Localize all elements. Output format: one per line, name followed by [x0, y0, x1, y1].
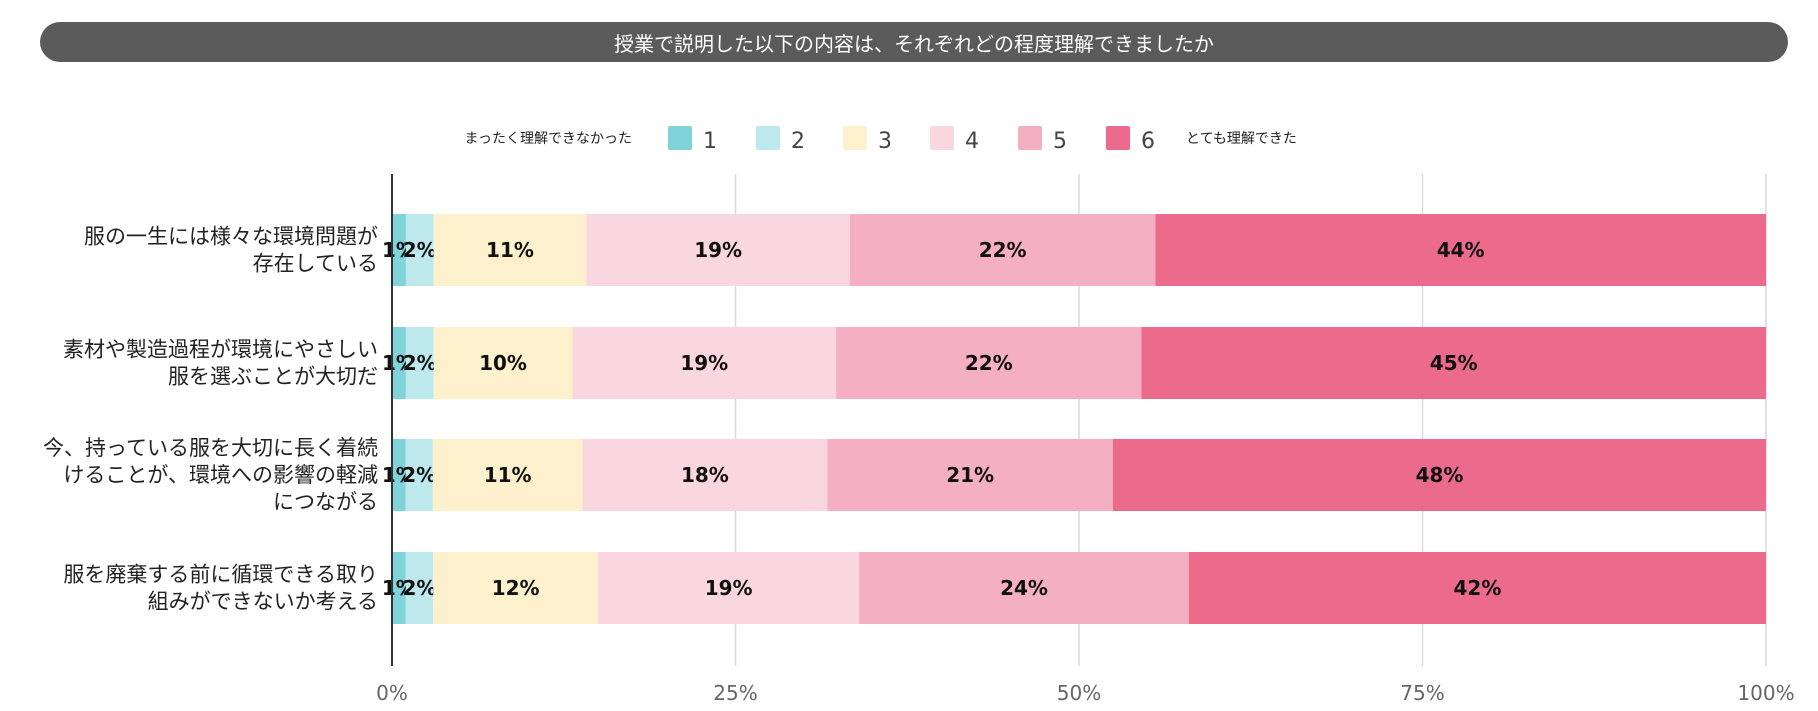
- category-label: 存在している: [253, 252, 378, 276]
- data-label: 22%: [979, 238, 1027, 262]
- data-label: 42%: [1454, 576, 1502, 600]
- data-label: 18%: [681, 463, 729, 487]
- category-label: 服を選ぶことが大切だ: [168, 365, 378, 389]
- bar-segment: [433, 214, 587, 286]
- category-label: 今、持っている服を大切に長く着続: [43, 436, 378, 460]
- bar-segment: [433, 552, 599, 624]
- legend-swatch: [843, 126, 867, 150]
- bar-segment: [850, 214, 1156, 286]
- category-label: 服の一生には様々な環境問題が: [84, 225, 378, 249]
- legend-swatch: [930, 126, 954, 150]
- x-tick-label: 100%: [1737, 681, 1794, 705]
- bar-segment: [432, 439, 583, 511]
- x-tick-label: 0%: [376, 681, 408, 705]
- bar-segment: [836, 327, 1142, 399]
- legend-left-text: まったく理解できなかった: [465, 131, 632, 147]
- category-label: けることが、環境への影響の軽減: [63, 463, 378, 487]
- bar-segment: [405, 327, 434, 399]
- legend-right-text: とても理解できた: [1186, 131, 1297, 147]
- bar-segment: [598, 552, 860, 624]
- bar-segment: [572, 327, 837, 399]
- bar-segment: [1141, 327, 1766, 399]
- data-label: 10%: [479, 351, 527, 375]
- data-label: 2%: [402, 576, 436, 600]
- data-label: 2%: [403, 351, 437, 375]
- legend-label: 1: [703, 129, 717, 154]
- bar-segment: [392, 214, 406, 286]
- data-label: 24%: [1000, 576, 1048, 600]
- legend-swatch: [668, 126, 692, 150]
- bar-segment: [1113, 439, 1766, 511]
- legend-label: 5: [1053, 129, 1067, 154]
- bar-segment: [392, 327, 406, 399]
- data-label: 22%: [965, 351, 1013, 375]
- data-label: 11%: [484, 463, 532, 487]
- data-label: 19%: [680, 351, 728, 375]
- legend-swatch: [756, 126, 780, 150]
- legend-label: 3: [878, 129, 892, 154]
- category-label: 服を廃棄する前に循環できる取り: [63, 563, 378, 587]
- bar-segment: [1155, 214, 1766, 286]
- legend-label: 4: [965, 129, 979, 154]
- bar-segment: [405, 214, 434, 286]
- data-label: 19%: [705, 576, 753, 600]
- bar-segment: [392, 552, 406, 624]
- x-tick-label: 75%: [1400, 681, 1444, 705]
- bar-segment: [405, 439, 433, 511]
- data-label: 12%: [492, 576, 540, 600]
- data-label: 11%: [486, 238, 534, 262]
- x-tick-label: 25%: [713, 681, 757, 705]
- data-label: 2%: [402, 463, 436, 487]
- category-label: につながる: [273, 490, 378, 514]
- category-label: 素材や製造過程が環境にやさしい: [63, 338, 378, 362]
- bar-segment: [586, 214, 850, 286]
- data-label: 21%: [946, 463, 994, 487]
- bar-segment: [405, 552, 434, 624]
- chart-title: 授業で説明した以下の内容は、それぞれどの程度理解できましたか: [40, 22, 1788, 62]
- legend-swatch: [1018, 126, 1042, 150]
- legend-label: 2: [791, 129, 805, 154]
- legend-swatch: [1106, 126, 1130, 150]
- bar-segment: [392, 439, 406, 511]
- bar-segment: [827, 439, 1114, 511]
- bar-segment: [582, 439, 828, 511]
- data-label: 19%: [694, 238, 742, 262]
- category-label: 組みができないか考える: [148, 590, 378, 614]
- x-tick-label: 50%: [1057, 681, 1101, 705]
- data-label: 2%: [403, 238, 437, 262]
- bar-segment: [859, 552, 1189, 624]
- bar-segment: [1188, 552, 1766, 624]
- data-label: 44%: [1437, 238, 1485, 262]
- legend-label: 6: [1141, 129, 1155, 154]
- bar-segment: [433, 327, 573, 399]
- data-label: 45%: [1430, 351, 1478, 375]
- data-label: 48%: [1416, 463, 1464, 487]
